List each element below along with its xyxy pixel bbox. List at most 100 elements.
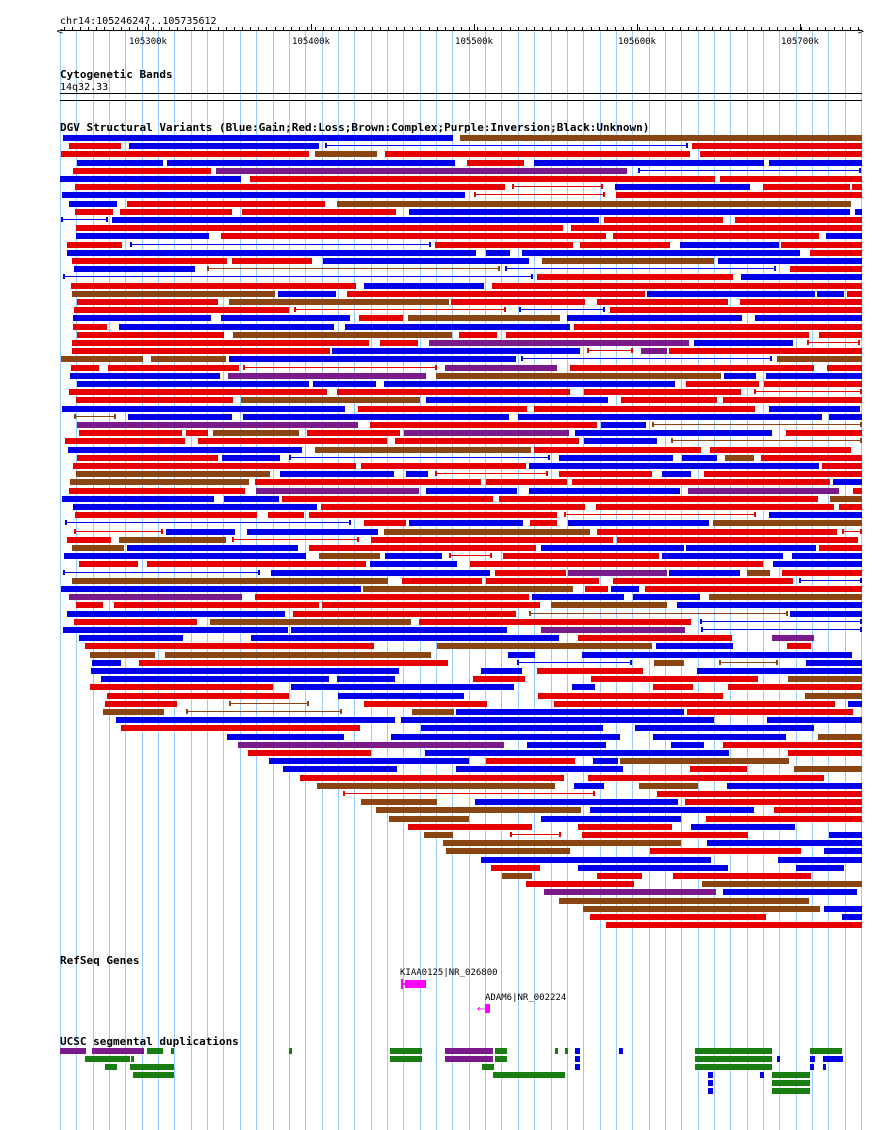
dgv-variant[interactable] [60,176,241,182]
dgv-variant[interactable] [613,578,793,584]
dgv-variant-endcap[interactable] [770,356,772,361]
dgv-variant-endcap[interactable] [754,389,756,394]
dgv-variant[interactable] [421,725,603,731]
dgv-variant[interactable] [673,873,811,879]
dgv-variant[interactable] [761,455,862,461]
dgv-variant[interactable] [790,611,862,617]
dgv-variant[interactable] [224,496,279,502]
dgv-variant[interactable] [741,274,862,280]
dgv-variant-endcap[interactable] [340,709,342,714]
dgv-variant[interactable] [409,520,523,526]
dgv-variant-endcap[interactable] [807,340,809,345]
dgv-variant[interactable] [385,151,690,157]
dgv-variant[interactable] [63,627,288,633]
dgv-variant-endcap[interactable] [229,701,231,706]
dgv-variant-endcap[interactable] [343,791,345,796]
dgv-variant[interactable] [584,438,657,444]
dgv-variant[interactable] [359,315,403,321]
dgv-variant[interactable] [506,332,809,338]
dgv-variant-endcap[interactable] [786,611,788,616]
dgv-variant[interactable] [691,824,795,830]
dgv-variant[interactable] [621,397,717,403]
segdup-feature[interactable] [708,1072,713,1078]
segdup-feature[interactable] [575,1064,580,1070]
segdup-feature[interactable] [810,1056,815,1062]
dgv-variant-endcap[interactable] [860,389,862,394]
dgv-variant-endcap[interactable] [106,217,108,222]
dgv-variant[interactable] [242,209,396,215]
dgv-variant[interactable] [475,799,678,805]
dgv-variant[interactable] [544,889,716,895]
dgv-variant[interactable] [456,709,684,715]
dgv-variant[interactable] [459,332,497,338]
dgv-variant-endcap[interactable] [435,471,437,476]
dgv-variant[interactable] [364,283,484,289]
dgv-variant[interactable] [67,611,285,617]
dgv-variant[interactable] [445,365,557,371]
dgv-variant[interactable] [76,397,233,403]
dgv-variant[interactable] [319,553,380,559]
dgv-variant[interactable] [243,414,509,420]
dgv-variant[interactable] [686,381,759,387]
dgv-variant[interactable] [71,365,99,371]
dgv-variant[interactable] [74,619,197,625]
dgv-variant[interactable] [73,504,317,510]
dgv-variant[interactable] [585,586,608,592]
dgv-variant[interactable] [806,660,862,666]
segdup-feature[interactable] [85,1056,130,1062]
dgv-variant[interactable] [103,709,164,715]
dgv-variant[interactable] [283,766,397,772]
dgv-variant[interactable] [568,570,667,576]
dgv-variant[interactable] [568,520,709,526]
dgv-variant[interactable] [139,660,448,666]
dgv-variant[interactable] [429,340,689,346]
dgv-variant[interactable] [728,684,862,690]
dgv-variant-endcap[interactable] [774,266,776,271]
dgv-variant[interactable] [72,545,124,551]
dgv-variant[interactable] [227,734,344,740]
dgv-variant-link[interactable] [63,276,533,277]
dgv-variant[interactable] [127,201,325,207]
dgv-variant[interactable] [91,668,399,674]
dgv-variant-endcap[interactable] [325,143,327,148]
dgv-variant[interactable] [391,734,620,740]
dgv-variant[interactable] [408,824,532,830]
dgv-variant[interactable] [669,348,862,354]
dgv-variant[interactable] [508,652,535,658]
dgv-variant[interactable] [419,619,691,625]
dgv-variant-link[interactable] [289,457,550,458]
gene-adam6[interactable]: ← [477,1004,490,1015]
segdup-feature[interactable] [130,1064,174,1070]
dgv-variant-endcap[interactable] [130,242,132,247]
ruler[interactable]: < >105300k 105400k 105500k 105600k 105700k [56,24,865,47]
dgv-variant[interactable] [532,594,624,600]
dgv-variant[interactable] [167,160,455,166]
dgv-variant[interactable] [769,406,860,412]
dgv-variant-endcap[interactable] [587,348,589,353]
dgv-variant-endcap[interactable] [349,520,351,525]
dgv-variant-endcap[interactable] [232,537,234,542]
dgv-variant-link[interactable] [243,367,437,368]
dgv-variant[interactable] [435,242,573,248]
dgv-variant-endcap[interactable] [161,529,163,534]
dgv-variant[interactable] [853,488,862,494]
dgv-variant[interactable] [657,791,862,797]
dgv-variant-endcap[interactable] [429,242,431,247]
dgv-variant[interactable] [77,160,163,166]
dgv-variant[interactable] [426,397,608,403]
dgv-variant[interactable] [364,520,406,526]
dgv-variant[interactable] [538,693,723,699]
dgv-variant-link[interactable] [63,572,260,573]
dgv-variant[interactable] [704,471,862,477]
dgv-variant-endcap[interactable] [842,529,844,534]
dgv-variant[interactable] [71,283,356,289]
dgv-variant[interactable] [769,160,862,166]
dgv-variant[interactable] [700,151,862,157]
dgv-variant-link[interactable] [701,629,862,630]
segdup-feature[interactable] [575,1048,580,1054]
dgv-variant[interactable] [119,537,226,543]
dgv-variant[interactable] [735,217,862,223]
dgv-variant[interactable] [842,914,862,920]
dgv-variant[interactable] [635,725,814,731]
dgv-variant-endcap[interactable] [860,627,862,632]
